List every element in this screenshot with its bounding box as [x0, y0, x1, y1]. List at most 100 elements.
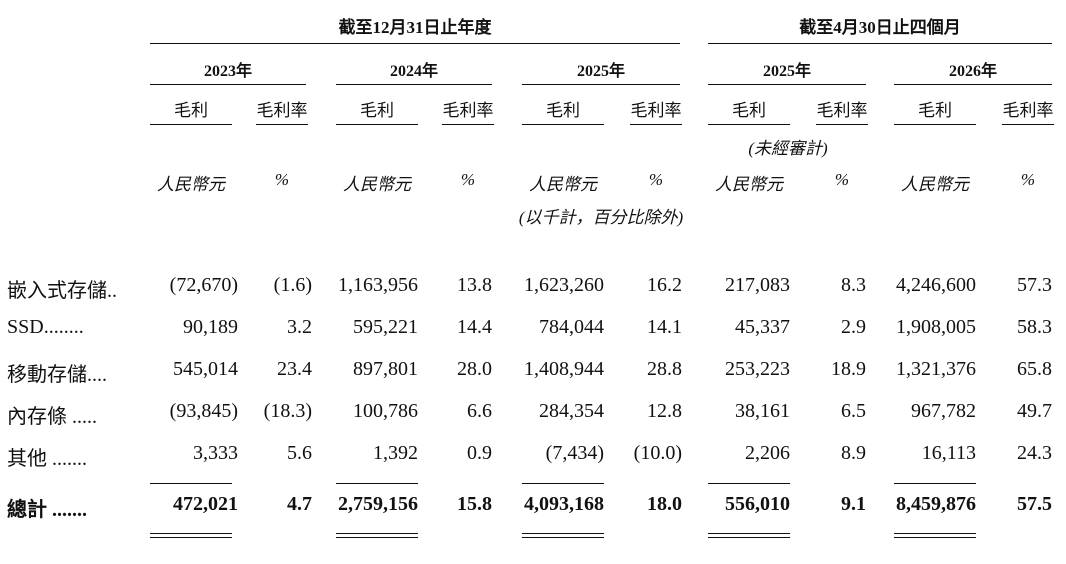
cell-profit-2025-4m: 2,206: [745, 442, 790, 464]
cell-profit-2026-4m: 1,321,376: [896, 358, 976, 380]
period-rule-four-months: [708, 43, 1052, 44]
cell-profit-2024: 897,801: [353, 358, 418, 380]
cell-profit-2025-4m: 253,223: [725, 358, 790, 380]
cell-profit-2023: 3,333: [193, 442, 238, 464]
cell-margin-2024: 28.0: [457, 358, 492, 380]
col-rule-profit-2023: [150, 124, 232, 125]
total-double-rule: [150, 533, 232, 538]
col-header-profit-2025-4m: 毛利: [732, 101, 766, 120]
cell-margin-2026-4m: 57.3: [1017, 274, 1052, 296]
cell-profit-2026-4m: 8,459,876: [896, 493, 976, 515]
year-header-2026-four-months: 2026年: [948, 63, 997, 80]
unit-rmb-2024: 人民幣元: [343, 175, 411, 194]
row-label: 其他 .......: [7, 448, 87, 470]
cell-profit-2024: 1,163,956: [338, 274, 418, 296]
subtotal-rule: [708, 483, 790, 484]
cell-margin-2024: 0.9: [467, 442, 492, 464]
subtotal-rule: [522, 483, 604, 484]
cell-margin-2024: 14.4: [457, 316, 492, 338]
col-rule-profit-2026-4m: [894, 124, 976, 125]
unit-pct-2025: %: [648, 170, 664, 189]
col-header-profit-2023: 毛利: [174, 101, 208, 120]
unit-note: (以千計，百分比除外): [518, 208, 684, 227]
period-header-annual: 截至12月31日止年度: [338, 18, 492, 37]
col-rule-profit-2025: [522, 124, 604, 125]
year-rule-2025: [522, 84, 680, 85]
cell-profit-2025: 284,354: [539, 400, 604, 422]
row-label: SSD........: [7, 316, 84, 338]
cell-profit-2023: 545,014: [173, 358, 238, 380]
row-label: 嵌入式存儲..: [7, 280, 117, 302]
col-rule-margin-2025: [630, 124, 682, 125]
cell-profit-2025: 4,093,168: [524, 493, 604, 515]
cell-profit-2024: 1,392: [373, 442, 418, 464]
cell-margin-2025: (10.0): [633, 442, 682, 464]
unit-pct-2024: %: [460, 170, 476, 189]
cell-profit-2025-4m: 217,083: [725, 274, 790, 296]
period-header-four-months: 截至4月30日止四個月: [799, 18, 961, 37]
cell-profit-2023: 472,021: [173, 493, 238, 515]
cell-margin-2023: 23.4: [277, 358, 312, 380]
subtotal-rule: [150, 483, 232, 484]
total-double-rule: [894, 533, 976, 538]
unit-pct-2025-4m: %: [834, 170, 850, 189]
cell-margin-2026-4m: 49.7: [1017, 400, 1052, 422]
total-double-rule: [522, 533, 604, 538]
cell-profit-2025: 1,408,944: [524, 358, 604, 380]
cell-margin-2023: (1.6): [273, 274, 312, 296]
cell-margin-2023: 3.2: [287, 316, 312, 338]
cell-margin-2026-4m: 65.8: [1017, 358, 1052, 380]
cell-margin-2025: 16.2: [647, 274, 682, 296]
cell-margin-2024: 6.6: [467, 400, 492, 422]
year-rule-2026-four-months: [894, 84, 1052, 85]
col-rule-margin-2023: [256, 124, 308, 125]
row-label: 內存條 .....: [7, 406, 97, 428]
cell-margin-2025-4m: 9.1: [841, 493, 866, 515]
year-rule-2025-four-months: [708, 84, 866, 85]
cell-profit-2026-4m: 1,908,005: [896, 316, 976, 338]
unit-rmb-2026-4m: 人民幣元: [901, 175, 969, 194]
unit-rmb-2023: 人民幣元: [157, 175, 225, 194]
col-header-profit-2026-4m: 毛利: [918, 101, 952, 120]
unit-rmb-2025-4m: 人民幣元: [715, 175, 783, 194]
total-double-rule: [708, 533, 790, 538]
cell-margin-2025-4m: 8.3: [841, 274, 866, 296]
cell-margin-2025: 18.0: [647, 493, 682, 515]
cell-margin-2025: 14.1: [647, 316, 682, 338]
cell-margin-2024: 15.8: [457, 493, 492, 515]
cell-margin-2026-4m: 58.3: [1017, 316, 1052, 338]
unit-pct-2026-4m: %: [1020, 170, 1036, 189]
row-label: 移動存儲....: [7, 364, 107, 386]
col-rule-profit-2025-4m: [708, 124, 790, 125]
cell-profit-2026-4m: 16,113: [921, 442, 976, 464]
cell-margin-2026-4m: 24.3: [1017, 442, 1052, 464]
subtotal-rule: [894, 483, 976, 484]
year-rule-2023: [150, 84, 306, 85]
col-rule-margin-2024: [442, 124, 494, 125]
cell-profit-2025: 784,044: [539, 316, 604, 338]
total-double-rule: [336, 533, 418, 538]
year-header-2025-four-months: 2025年: [762, 63, 811, 80]
cell-margin-2025-4m: 8.9: [841, 442, 866, 464]
col-rule-margin-2025-4m: [816, 124, 868, 125]
total-row-label: 總計 .......: [7, 499, 87, 521]
year-rule-2024: [336, 84, 492, 85]
year-header-2025: 2025年: [576, 63, 625, 80]
cell-profit-2025: (7,434): [545, 442, 604, 464]
cell-margin-2025-4m: 18.9: [831, 358, 866, 380]
cell-profit-2023: (93,845): [169, 400, 238, 422]
cell-profit-2026-4m: 4,246,600: [896, 274, 976, 296]
col-rule-profit-2024: [336, 124, 418, 125]
col-header-profit-2025: 毛利: [546, 101, 580, 120]
cell-profit-2023: (72,670): [169, 274, 238, 296]
period-rule-annual: [150, 43, 680, 44]
cell-profit-2025: 1,623,260: [524, 274, 604, 296]
unit-rmb-2025: 人民幣元: [529, 175, 597, 194]
cell-profit-2025-4m: 45,337: [735, 316, 790, 338]
cell-margin-2025: 12.8: [647, 400, 682, 422]
cell-margin-2023: (18.3): [263, 400, 312, 422]
col-header-margin-2024: 毛利率: [442, 101, 494, 120]
unaudited-note: (未經審計): [748, 139, 828, 158]
cell-margin-2025-4m: 6.5: [841, 400, 866, 422]
cell-profit-2025-4m: 38,161: [735, 400, 790, 422]
